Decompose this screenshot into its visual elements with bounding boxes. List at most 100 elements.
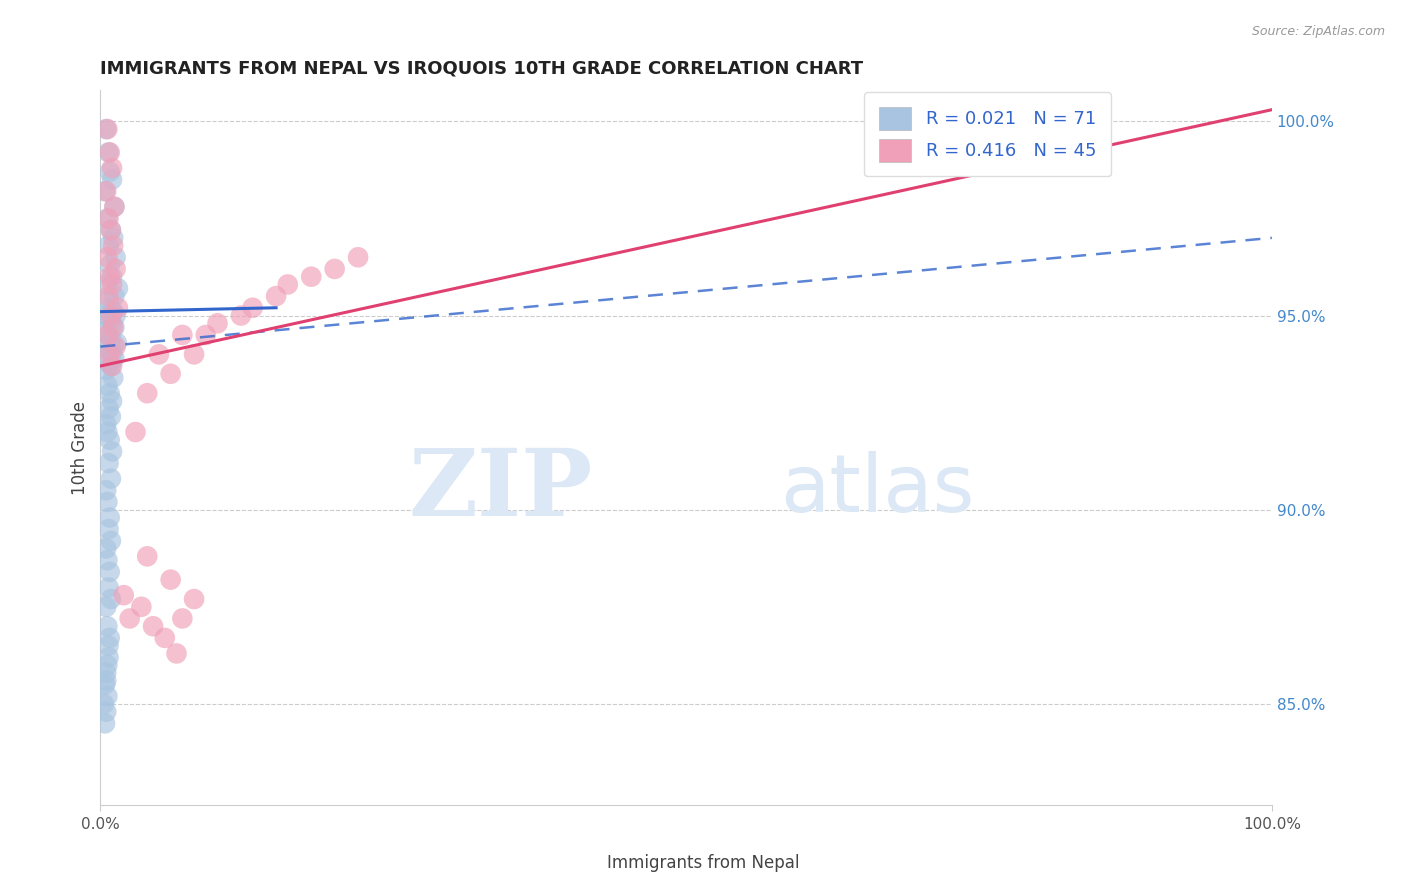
Legend: R = 0.021   N = 71, R = 0.416   N = 45: R = 0.021 N = 71, R = 0.416 N = 45 [865, 92, 1111, 177]
Point [142, 619, 165, 633]
Point [100, 533, 122, 548]
Point [97, 145, 120, 160]
Point [100, 301, 122, 315]
Point [136, 549, 159, 564]
Point [100, 309, 122, 323]
Point [96, 553, 118, 567]
Point [97, 238, 120, 252]
Point [159, 367, 181, 381]
Point [104, 250, 127, 264]
Point [96, 658, 118, 673]
Point [96, 122, 118, 136]
Point [159, 573, 181, 587]
Point [98, 631, 121, 645]
Point [96, 363, 118, 377]
Point [112, 588, 135, 602]
Point [96, 122, 118, 136]
Point [100, 223, 122, 237]
Point [101, 347, 124, 361]
Point [97, 456, 120, 470]
Point [98, 258, 121, 272]
Point [96, 417, 118, 432]
Point [148, 347, 170, 361]
Point [107, 281, 129, 295]
Point [98, 510, 121, 524]
Y-axis label: 10th Grade: 10th Grade [72, 401, 89, 494]
Point [100, 223, 122, 237]
Point [97, 211, 120, 226]
Point [96, 324, 118, 338]
Point [97, 293, 120, 307]
Point [103, 320, 125, 334]
Point [96, 483, 118, 498]
Point [96, 599, 118, 614]
Point [166, 647, 188, 661]
Point [97, 522, 120, 536]
Point [96, 665, 118, 680]
Point [101, 277, 124, 292]
Point [323, 261, 346, 276]
Point [103, 320, 125, 334]
Point [97, 289, 120, 303]
Point [104, 340, 127, 354]
Point [93, 697, 115, 711]
Point [136, 386, 159, 401]
Point [100, 332, 122, 346]
Point [98, 165, 121, 179]
Point [183, 347, 205, 361]
Point [94, 677, 117, 691]
Point [96, 277, 118, 292]
Point [107, 301, 129, 315]
Point [299, 269, 322, 284]
Point [96, 250, 118, 264]
Point [103, 231, 125, 245]
Point [194, 328, 217, 343]
Point [103, 200, 125, 214]
Point [264, 289, 287, 303]
Point [96, 328, 118, 343]
Point [98, 347, 121, 361]
Point [207, 316, 229, 330]
Point [103, 351, 125, 366]
Point [97, 328, 120, 343]
Point [96, 705, 118, 719]
Text: Immigrants from Nepal: Immigrants from Nepal [607, 855, 799, 872]
Point [124, 425, 146, 439]
Point [98, 145, 121, 160]
Point [104, 261, 127, 276]
Point [101, 394, 124, 409]
Point [96, 495, 118, 509]
Point [153, 631, 176, 645]
Point [96, 340, 118, 354]
Point [103, 340, 125, 354]
Point [97, 650, 120, 665]
Point [103, 304, 125, 318]
Point [96, 619, 118, 633]
Text: ZIP: ZIP [408, 445, 592, 535]
Point [100, 409, 122, 424]
Point [172, 611, 194, 625]
Point [101, 316, 124, 330]
Point [183, 592, 205, 607]
Point [172, 328, 194, 343]
Point [96, 425, 118, 439]
Point [101, 172, 124, 186]
Point [131, 599, 153, 614]
Point [96, 211, 118, 226]
Point [101, 269, 124, 284]
Point [98, 343, 121, 358]
Point [347, 250, 370, 264]
Point [97, 639, 120, 653]
Point [103, 370, 125, 384]
Point [96, 184, 118, 198]
Point [97, 401, 120, 416]
Point [103, 238, 125, 252]
Point [98, 312, 121, 326]
Point [104, 309, 127, 323]
Point [96, 309, 118, 323]
Point [100, 592, 122, 607]
Point [94, 184, 117, 198]
Point [98, 269, 121, 284]
Point [118, 611, 141, 625]
Point [94, 716, 117, 731]
